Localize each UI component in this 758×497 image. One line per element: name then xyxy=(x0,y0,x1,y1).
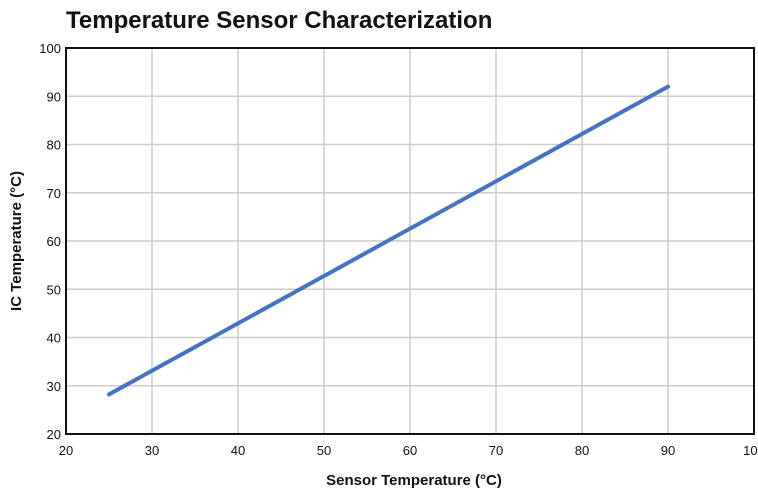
x-tick-label: 60 xyxy=(403,443,417,458)
y-tick-label: 20 xyxy=(47,427,61,442)
y-axis-label: IC Temperature (°C) xyxy=(8,171,25,311)
x-axis-label: Sensor Temperature (°C) xyxy=(326,472,502,489)
x-tick-label: 90 xyxy=(661,443,675,458)
x-tick-label: 70 xyxy=(489,443,503,458)
y-tick-label: 100 xyxy=(39,41,61,56)
y-tick-label: 60 xyxy=(47,234,61,249)
y-tick-label: 50 xyxy=(47,282,61,297)
x-tick-label: 40 xyxy=(231,443,245,458)
y-tick-label: 30 xyxy=(47,379,61,394)
series-group xyxy=(107,84,670,397)
x-tick-label: 30 xyxy=(145,443,159,458)
x-tick-label: 100 xyxy=(743,443,758,458)
x-tick-label: 20 xyxy=(59,443,73,458)
x-axis-ticks: 20 30 40 50 60 70 80 90 100 xyxy=(59,443,758,458)
y-tick-label: 80 xyxy=(47,138,61,153)
chart-title: Temperature Sensor Characterization xyxy=(66,7,492,34)
grid xyxy=(66,48,754,434)
y-axis-ticks: 20 30 40 50 60 70 80 90 100 xyxy=(39,41,61,442)
x-tick-label: 80 xyxy=(575,443,589,458)
plot-area xyxy=(65,47,755,435)
series-line xyxy=(107,84,670,397)
y-tick-label: 70 xyxy=(47,186,61,201)
y-tick-label: 40 xyxy=(47,331,61,346)
y-tick-label: 90 xyxy=(47,89,61,104)
x-tick-label: 50 xyxy=(317,443,331,458)
